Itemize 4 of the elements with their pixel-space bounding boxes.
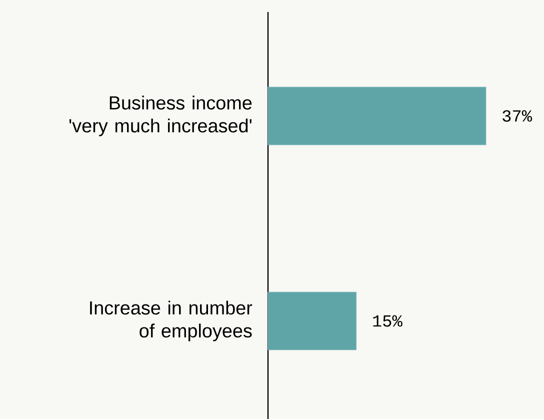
y-tick-label: Increase in number of employees (90, 300, 252, 342)
data-label: 37% (502, 110, 532, 122)
y-tick-label: Business income 'very much increased' (69, 96, 252, 136)
data-label: 15% (373, 315, 402, 327)
